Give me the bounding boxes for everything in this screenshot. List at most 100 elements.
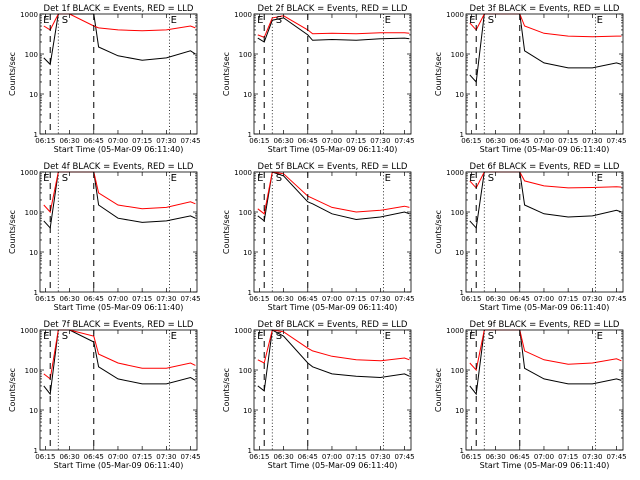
x-tick-label: 06:15 <box>249 453 269 461</box>
y-axis-label: Counts/sec <box>8 210 17 254</box>
events-line <box>43 329 196 396</box>
y-tick-label: 100 <box>25 51 38 59</box>
x-tick-label: 06:30 <box>273 295 293 303</box>
y-tick-label: 1 <box>248 447 252 455</box>
x-tick-label: 07:45 <box>180 295 200 303</box>
marker-label: E <box>171 331 177 342</box>
x-tick-label: 06:30 <box>273 453 293 461</box>
x-tick-label: 07:00 <box>322 453 342 461</box>
y-axis-label: Counts/sec <box>8 52 17 96</box>
lld-line <box>257 15 410 39</box>
x-tick-label: 07:00 <box>534 453 554 461</box>
events-line <box>43 13 196 66</box>
y-tick-label: 1000 <box>20 169 38 177</box>
x-tick-label: 07:45 <box>606 295 626 303</box>
y-tick-label: 1 <box>460 131 464 139</box>
x-tick-label: 06:30 <box>59 453 79 461</box>
y-tick-label: 1000 <box>234 327 252 335</box>
marker-label: S <box>62 173 68 184</box>
marker-label: E <box>385 173 391 184</box>
x-tick-label: 06:15 <box>35 295 55 303</box>
x-tick-label: 07:45 <box>394 137 414 145</box>
x-tick-label: 06:15 <box>249 295 269 303</box>
y-tick-label: 1 <box>34 289 38 297</box>
x-tick-label: 07:30 <box>156 137 176 145</box>
panel-title: Det 6f BLACK = Events, RED = LLD <box>470 162 620 172</box>
y-tick-label: 1000 <box>20 11 38 19</box>
x-tick-label: 07:30 <box>582 453 602 461</box>
marker-label: E <box>385 331 391 342</box>
lld-line <box>43 171 196 214</box>
lld-line <box>257 171 410 215</box>
marker-label: E <box>171 173 177 184</box>
y-tick-label: 100 <box>239 209 252 217</box>
y-tick-label: 100 <box>25 209 38 217</box>
x-tick-label: 06:45 <box>510 453 530 461</box>
marker-label: S <box>276 331 282 342</box>
marker-label: S <box>276 15 282 26</box>
x-tick-label: 07:15 <box>558 295 578 303</box>
plot-frame <box>253 329 412 451</box>
marker-label: E <box>257 331 263 342</box>
x-tick-label: 07:30 <box>582 137 602 145</box>
marker-label: S <box>276 173 282 184</box>
marker-label: E <box>469 331 475 342</box>
x-tick-label: 06:45 <box>298 453 318 461</box>
x-tick-label: 07:30 <box>156 453 176 461</box>
lld-line <box>43 13 196 32</box>
lld-line <box>469 329 622 372</box>
x-axis-label: Start Time (05-Mar-09 06:11:40) <box>54 461 184 470</box>
marker-label: E <box>469 173 475 184</box>
x-tick-label: 06:15 <box>35 137 55 145</box>
events-line <box>469 13 622 84</box>
x-axis-label: Start Time (05-Mar-09 06:11:40) <box>480 461 610 470</box>
x-tick-label: 06:45 <box>298 295 318 303</box>
x-tick-label: 07:00 <box>322 137 342 145</box>
x-axis-label: Start Time (05-Mar-09 06:11:40) <box>268 303 398 312</box>
y-axis-label: Counts/sec <box>8 368 17 412</box>
plot-frame <box>39 13 198 135</box>
x-tick-label: 06:30 <box>59 295 79 303</box>
lld-line <box>257 329 410 364</box>
marker-label: S <box>62 331 68 342</box>
marker-label: E <box>469 15 475 26</box>
y-tick-label: 10 <box>29 407 38 415</box>
y-tick-label: 1 <box>248 289 252 297</box>
x-tick-label: 06:45 <box>510 295 530 303</box>
y-tick-label: 1000 <box>446 11 464 19</box>
x-tick-label: 06:15 <box>249 137 269 145</box>
plot-frame <box>39 171 198 293</box>
events-line <box>43 171 196 230</box>
y-tick-label: 1 <box>248 131 252 139</box>
events-line <box>257 329 410 392</box>
marker-label: E <box>597 331 603 342</box>
y-tick-label: 10 <box>29 249 38 257</box>
x-tick-label: 07:45 <box>394 295 414 303</box>
x-tick-label: 07:15 <box>346 137 366 145</box>
y-tick-label: 10 <box>455 407 464 415</box>
x-tick-label: 07:45 <box>180 453 200 461</box>
y-axis-label: Counts/sec <box>222 52 231 96</box>
y-axis-label: Counts/sec <box>434 52 443 96</box>
x-tick-label: 07:00 <box>108 295 128 303</box>
y-tick-label: 10 <box>243 407 252 415</box>
x-axis-label: Start Time (05-Mar-09 06:11:40) <box>268 461 398 470</box>
y-tick-label: 1000 <box>20 327 38 335</box>
x-tick-label: 07:30 <box>156 295 176 303</box>
y-tick-label: 100 <box>239 51 252 59</box>
x-tick-label: 07:00 <box>534 295 554 303</box>
x-axis-label: Start Time (05-Mar-09 06:11:40) <box>480 303 610 312</box>
y-tick-label: 1 <box>34 447 38 455</box>
y-tick-label: 100 <box>239 367 252 375</box>
x-tick-label: 07:30 <box>370 137 390 145</box>
x-tick-label: 06:30 <box>485 295 505 303</box>
events-line <box>469 329 622 396</box>
x-axis-label: Start Time (05-Mar-09 06:11:40) <box>268 145 398 154</box>
x-tick-label: 06:30 <box>485 137 505 145</box>
